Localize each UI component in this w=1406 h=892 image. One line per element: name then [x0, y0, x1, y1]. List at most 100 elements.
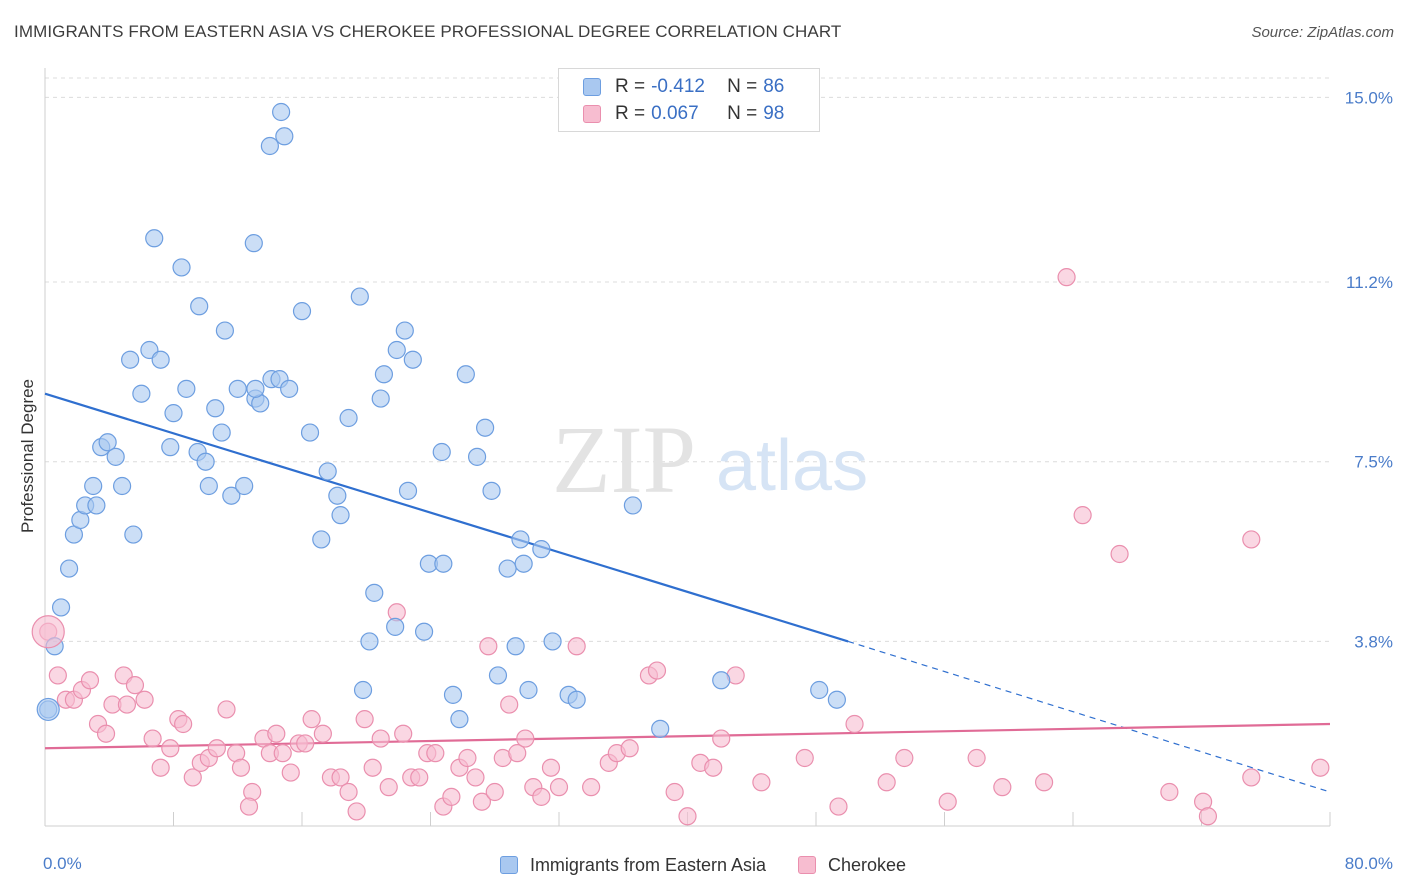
cherokee-point [647, 661, 667, 680]
gridlines [45, 77, 1330, 642]
cherokee-point [48, 666, 67, 685]
cherokee-point [877, 773, 896, 792]
eastern-asia-point [172, 258, 191, 277]
series-legend: Immigrants from Eastern Asia Cherokee [0, 852, 1406, 878]
eastern-asia-point [712, 671, 731, 690]
cherokee-point [516, 729, 535, 748]
eastern-asia-point [212, 423, 231, 442]
eastern-asia-point [810, 680, 829, 700]
eastern-asia-point [222, 486, 241, 505]
legend-n-value: 86 [763, 76, 785, 97]
cherokee-point [161, 739, 180, 758]
cherokee-point [302, 710, 321, 729]
eastern-asia-point [235, 476, 254, 496]
cherokee-point [466, 768, 485, 787]
cherokee-point [938, 792, 957, 811]
eastern-asia-point [318, 462, 337, 481]
cherokee-point [567, 637, 586, 656]
y-tick-label: 15.0% [1345, 88, 1393, 107]
cherokee-point [485, 782, 504, 802]
eastern-asia-point [519, 680, 538, 700]
cherokee-point [795, 748, 814, 768]
eastern-asia-point [651, 719, 670, 738]
eastern-asia-point [398, 481, 418, 500]
eastern-asia-point [272, 102, 291, 122]
chart-title: IMMIGRANTS FROM EASTERN ASIA VS CHEROKEE… [14, 22, 842, 41]
cherokee-point [582, 778, 601, 797]
cherokee-point [993, 778, 1012, 797]
eastern-asia-point [260, 136, 279, 156]
cherokee-point [347, 802, 366, 821]
cherokee-point [1198, 807, 1218, 826]
eastern-asia-point [84, 476, 103, 496]
cherokee-point [895, 748, 914, 768]
eastern-asia-trendline-extension [847, 640, 1331, 793]
cherokee-point [273, 744, 292, 763]
eastern-asia-point [365, 583, 384, 602]
eastern-asia-point [196, 452, 215, 471]
cherokee-point [296, 734, 315, 753]
eastern-asia-point [432, 442, 451, 462]
cherokee-point [151, 758, 170, 777]
cherokee-point [1160, 782, 1179, 802]
eastern-asia-point [51, 598, 71, 617]
eastern-asia-point [292, 302, 312, 321]
cherokee-point [267, 724, 286, 743]
eastern-asia-point [87, 496, 106, 515]
eastern-asia-point [246, 379, 265, 398]
eastern-asia-point [36, 697, 60, 722]
eastern-asia-point [151, 350, 170, 369]
eastern-asia-point [374, 365, 394, 384]
cherokee-point [752, 773, 771, 792]
data-points [31, 102, 1330, 826]
eastern-asia-point [450, 710, 469, 729]
eastern-asia-point [543, 632, 562, 651]
legend-r-label: R = [615, 76, 646, 97]
cherokee-point [339, 782, 358, 802]
cherokee-point [1242, 768, 1261, 787]
eastern-asia-point [132, 384, 151, 403]
cherokee-point [371, 729, 390, 748]
eastern-asia-point [164, 404, 183, 423]
eastern-asia-point [467, 447, 487, 466]
watermark-atlas: atlas [716, 426, 868, 506]
eastern-asia-point [190, 297, 209, 316]
cherokee-point [231, 758, 251, 777]
eastern-asia-point [280, 379, 299, 398]
cherokee-point [1110, 544, 1129, 564]
cherokee-point [313, 724, 332, 743]
legend-swatch-blue [499, 856, 518, 874]
eastern-asia-point [476, 418, 495, 437]
eastern-asia-point [145, 229, 164, 248]
correlation-legend: R = -0.412 N = 86 R = 0.067 N = 98 [558, 68, 820, 132]
eastern-asia-point [228, 379, 247, 398]
legend-r-value: -0.412 [651, 76, 705, 97]
legend-r-value: 0.067 [651, 103, 699, 124]
legend-swatch-blue [583, 78, 601, 96]
eastern-asia-point [456, 365, 475, 384]
cherokee-point [281, 763, 300, 782]
cherokee-point [207, 739, 226, 758]
eastern-asia-point [339, 408, 358, 428]
legend-item-cherokee: Cherokee [798, 855, 906, 876]
cherokee-point [549, 778, 569, 797]
cherokee-point [1073, 506, 1092, 525]
eastern-asia-point [350, 287, 369, 306]
cherokee-point [143, 729, 162, 748]
legend-item-eastern-asia: Immigrants from Eastern Asia [499, 854, 767, 876]
cherokee-point [1311, 758, 1330, 777]
eastern-asia-point [532, 540, 551, 559]
eastern-asia-point [443, 685, 463, 704]
eastern-asia-point [514, 554, 533, 573]
eastern-asia-point [387, 340, 406, 360]
cherokee-point [472, 792, 491, 811]
eastern-asia-point [206, 399, 225, 418]
y-tick-label: 3.8% [1354, 632, 1393, 651]
eastern-asia-point [300, 423, 320, 442]
legend-item-label: Immigrants from Eastern Asia [529, 854, 767, 875]
cherokee-point [712, 729, 731, 748]
cherokee-point [845, 714, 864, 734]
eastern-asia-point [623, 496, 642, 515]
eastern-asia-point [395, 321, 414, 340]
eastern-asia-point [360, 632, 379, 651]
